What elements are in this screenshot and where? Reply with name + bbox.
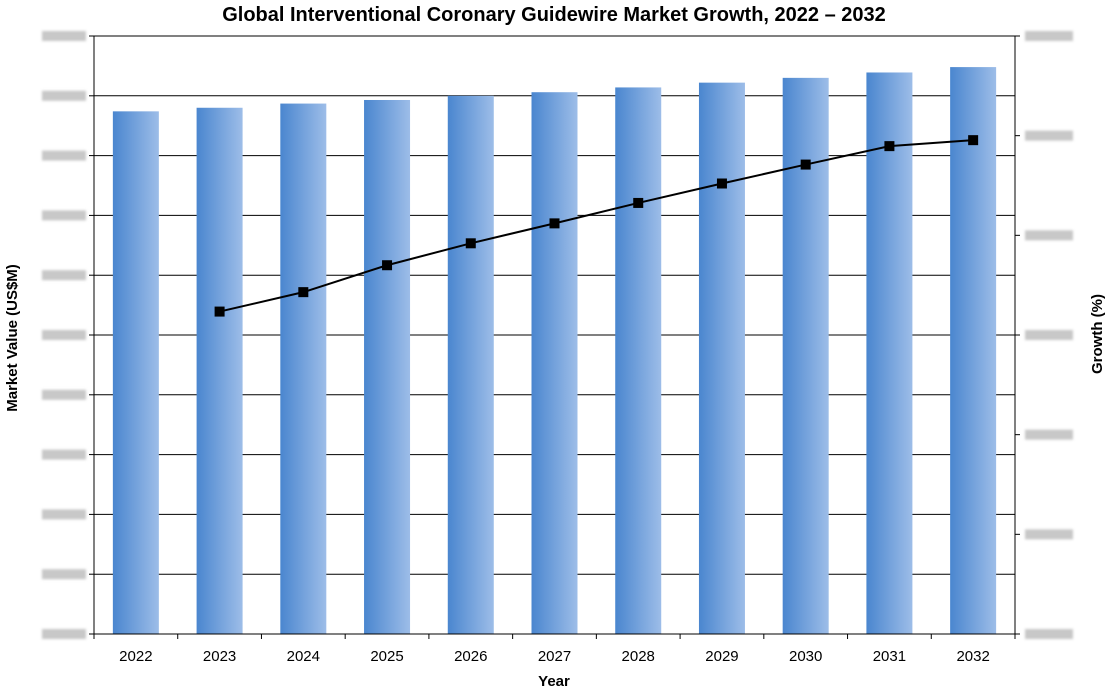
y-tick-label — [42, 509, 86, 520]
growth-line-series — [214, 135, 979, 317]
y-tick-label — [42, 270, 86, 281]
x-tick-labels: 2022 2023 2024 2025 2026 2027 2028 2029 2030 2031… — [119, 648, 990, 665]
x-tick-label: 2022 — [119, 648, 152, 665]
y-axis-title: Market Value (US$M) — [4, 264, 21, 412]
y2-tick-label — [1025, 629, 1073, 639]
x-tick-label: 2028 — [622, 648, 655, 665]
y-tick-label — [42, 150, 86, 161]
x-tick-label: 2032 — [956, 648, 989, 665]
y-tick-labels — [42, 31, 86, 639]
growth-point — [382, 260, 393, 271]
bar — [866, 72, 913, 634]
x-tick-label: 2023 — [203, 648, 236, 665]
bar — [531, 92, 578, 635]
y2-tick-label — [1025, 330, 1073, 340]
bar — [280, 103, 327, 635]
growth-point — [968, 135, 979, 146]
growth-point — [633, 197, 644, 208]
growth-line — [219, 139, 974, 313]
x-axis-title: Year — [538, 673, 570, 690]
x-tick-label: 2027 — [538, 648, 571, 665]
x-tick-label: 2030 — [789, 648, 822, 665]
growth-point — [884, 141, 895, 152]
bars — [112, 67, 997, 635]
bar — [698, 82, 745, 635]
y2-tick-label — [1025, 230, 1073, 241]
bar — [447, 95, 494, 635]
x-tick-label: 2025 — [370, 648, 403, 665]
y2-tick-label — [1025, 130, 1073, 141]
y2-axis-title: Growth (%) — [1089, 294, 1106, 374]
growth-point — [549, 218, 560, 229]
y-tick-label — [42, 90, 86, 101]
y-tick-label — [42, 389, 86, 400]
y-tick-label — [42, 210, 86, 221]
growth-point — [800, 159, 811, 170]
y-tick-label — [42, 629, 86, 639]
x-tick-label: 2029 — [705, 648, 738, 665]
x-tick-label: 2024 — [287, 648, 320, 665]
growth-point — [298, 287, 309, 298]
axes — [89, 35, 1020, 639]
y-tick-label — [42, 31, 86, 41]
y2-tick-label — [1025, 31, 1073, 41]
bar — [950, 67, 997, 634]
y2-tick-label — [1025, 529, 1073, 540]
y-tick-label — [42, 569, 86, 580]
y2-tick-label — [1025, 429, 1073, 440]
bar — [112, 111, 159, 634]
x-tick-label: 2026 — [454, 648, 487, 665]
bar — [196, 107, 243, 634]
y-tick-label — [42, 449, 86, 460]
growth-point — [465, 238, 476, 249]
growth-point — [716, 178, 727, 189]
bar — [364, 99, 411, 634]
growth-point — [214, 306, 225, 317]
chart-title: Global Interventional Coronary Guidewire… — [222, 4, 886, 26]
bar — [615, 87, 662, 635]
y2-tick-labels — [1025, 31, 1073, 639]
y-tick-label — [42, 330, 86, 340]
bar — [782, 77, 829, 635]
x-tick-label: 2031 — [873, 648, 906, 665]
